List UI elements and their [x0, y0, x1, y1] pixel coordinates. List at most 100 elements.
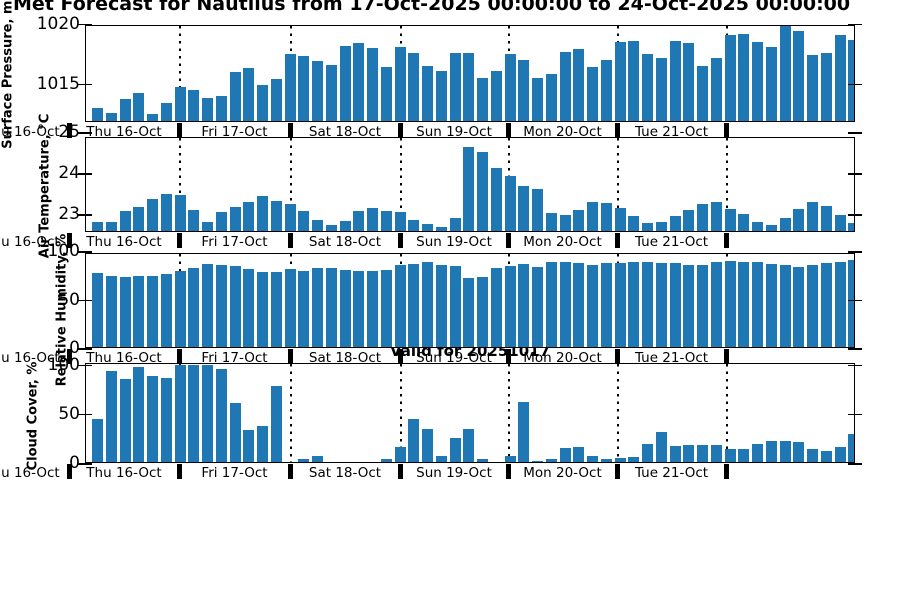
bar: [628, 40, 640, 121]
y-tick-mark: [78, 299, 92, 302]
plot-area: [85, 253, 855, 348]
bar: [738, 33, 750, 121]
x-tick: [66, 349, 72, 364]
x-tick: [505, 233, 511, 248]
bar: [820, 205, 832, 231]
x-tick: [397, 233, 403, 248]
bar: [490, 167, 502, 231]
bar: [655, 57, 667, 121]
bar: [697, 204, 709, 231]
x-tick-label: Tue 21-Oct: [634, 350, 709, 366]
bar: [298, 56, 310, 121]
bar: [710, 445, 722, 462]
bar: [820, 263, 832, 347]
bar: [380, 67, 392, 121]
bar: [202, 222, 214, 231]
bar: [174, 270, 186, 347]
x-tick: [723, 464, 729, 479]
bar: [559, 51, 571, 121]
x-tick-label: Sat 18-Oct: [308, 350, 382, 366]
bar: [614, 207, 626, 231]
x-tick: [66, 464, 72, 479]
bar: [284, 53, 296, 121]
bar: [312, 219, 324, 231]
bar: [133, 93, 145, 121]
x-tick-label: Mon 20-Oct: [523, 350, 602, 366]
bar: [298, 459, 310, 462]
y-tick-label: 100: [47, 354, 80, 375]
bar: [174, 364, 186, 462]
bar: [353, 43, 365, 121]
bar: [642, 261, 654, 347]
x-tick: [614, 233, 620, 248]
bar: [683, 445, 695, 462]
x-tick: [723, 123, 729, 138]
x-tick-label: Thu 16-Oct: [86, 350, 162, 366]
bar: [147, 113, 159, 121]
y-tick-mark: [78, 132, 92, 134]
bar: [642, 223, 654, 231]
bar: [697, 445, 709, 462]
x-tick-label: Mon 20-Oct: [523, 124, 602, 140]
bar: [380, 269, 392, 347]
bar: [724, 34, 736, 121]
bar: [518, 402, 530, 462]
bar: [655, 263, 667, 347]
bar: [573, 263, 585, 347]
x-tick: [723, 233, 729, 248]
bar: [449, 217, 461, 231]
bar: [518, 264, 530, 347]
bar: [545, 459, 557, 462]
x-tick-label: Fri 17-Oct: [201, 350, 268, 366]
bar: [160, 377, 172, 462]
bar: [367, 47, 379, 121]
bar: [710, 201, 722, 231]
bar: [807, 265, 819, 347]
day-gridline: [508, 364, 510, 462]
bar: [848, 39, 854, 121]
bar: [628, 216, 640, 231]
bar: [92, 273, 104, 347]
bar: [738, 214, 750, 231]
bar: [587, 456, 599, 462]
bar: [587, 67, 599, 121]
bar: [834, 261, 846, 347]
bar: [793, 442, 805, 462]
bar: [614, 41, 626, 121]
bar: [174, 194, 186, 231]
y-tick-label: 1020: [36, 13, 80, 34]
bar: [477, 459, 489, 462]
bar: [92, 107, 104, 121]
bar: [559, 215, 571, 231]
bar: [422, 223, 434, 231]
bar: [697, 65, 709, 121]
bar: [518, 59, 530, 121]
bar: [752, 444, 764, 462]
x-tick: [287, 349, 293, 364]
bar: [449, 438, 461, 462]
bar: [105, 275, 117, 347]
bar: [587, 265, 599, 347]
x-tick: [614, 123, 620, 138]
bar: [738, 261, 750, 347]
bar: [807, 55, 819, 121]
bar: [435, 70, 447, 121]
bar: [312, 456, 324, 462]
x-tick: [505, 349, 511, 364]
bar: [92, 418, 104, 462]
bar: [765, 263, 777, 347]
bar: [724, 208, 736, 231]
bar: [188, 210, 200, 231]
bar: [724, 260, 736, 347]
bar: [628, 457, 640, 462]
x-tick: [287, 464, 293, 479]
bar: [765, 441, 777, 462]
bar: [367, 271, 379, 347]
bar: [298, 210, 310, 231]
bar: [394, 447, 406, 462]
bar: [518, 185, 530, 231]
bar: [284, 204, 296, 231]
x-tick-label: Tue 21-Oct: [634, 124, 709, 140]
bar: [394, 212, 406, 231]
y-tick-mark: [848, 299, 862, 302]
